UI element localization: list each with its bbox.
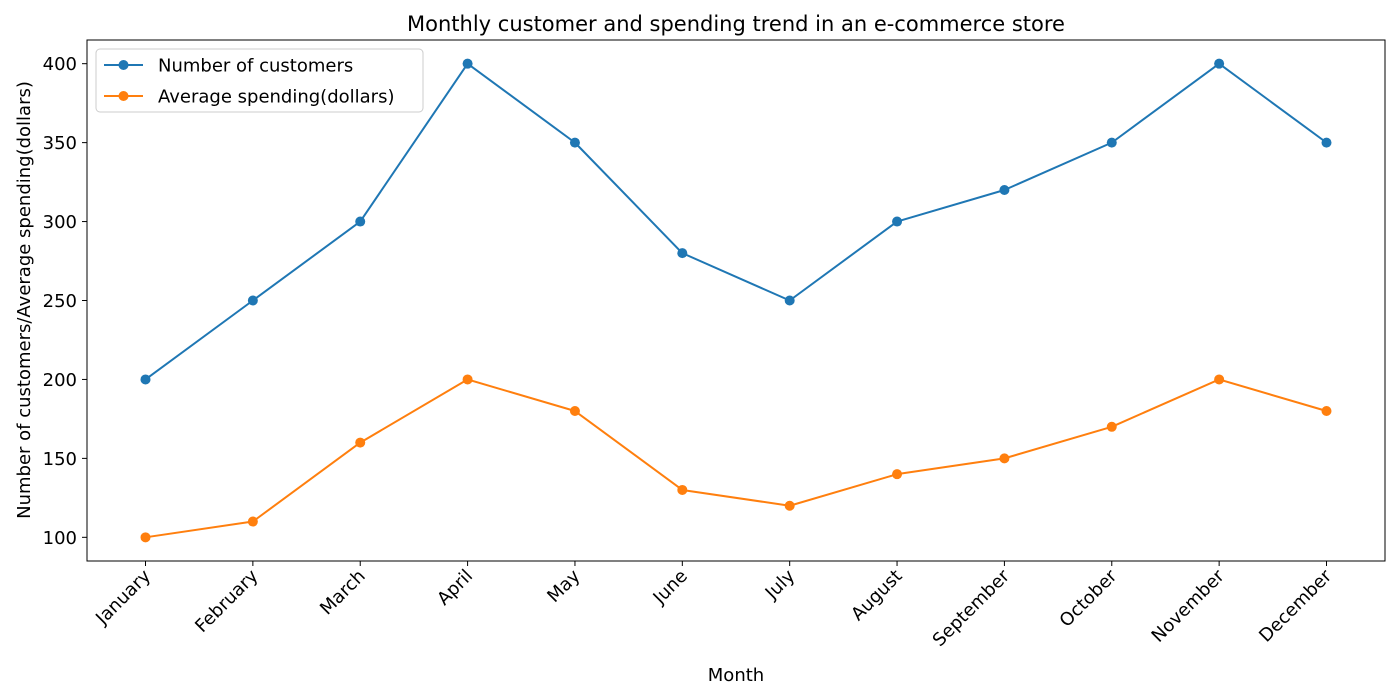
- x-tick-label: September: [929, 565, 1015, 651]
- data-point: [784, 295, 795, 306]
- data-point: [999, 453, 1010, 464]
- series-2: [140, 374, 1332, 543]
- x-tick-label: November: [1148, 565, 1229, 646]
- series-1: [140, 58, 1332, 385]
- legend-box: [95, 48, 424, 113]
- data-point: [247, 295, 258, 306]
- data-point: [355, 216, 366, 227]
- series-1-line: [144, 62, 1328, 381]
- legend: Number of customers Average spending(doll…: [95, 48, 424, 113]
- x-tick-label: December: [1255, 565, 1336, 646]
- data-point: [1214, 58, 1225, 69]
- axes: 100 150 200 250 300 350 400 January February Marc…: [43, 39, 1386, 651]
- x-tick-label: July: [761, 565, 800, 604]
- x-tick-label: March: [316, 566, 370, 620]
- legend-marker: [118, 60, 129, 70]
- data-point: [569, 406, 580, 417]
- data-point: [1321, 406, 1332, 417]
- data-point: [892, 469, 903, 480]
- y-tick-label: 400: [43, 54, 77, 75]
- data-point: [1106, 421, 1117, 432]
- y-tick-label: 300: [43, 212, 77, 233]
- data-point: [677, 484, 688, 495]
- x-tick-label: May: [543, 565, 584, 606]
- legend-item: Average spending(dollars): [104, 87, 394, 108]
- y-tick-label: 100: [43, 528, 77, 549]
- data-point: [1321, 137, 1332, 148]
- y-tick-label: 350: [43, 133, 77, 154]
- x-tick-label: June: [649, 566, 692, 609]
- data-point: [462, 374, 473, 385]
- x-tick-label: August: [847, 566, 906, 625]
- data-point: [999, 184, 1010, 195]
- data-point: [784, 500, 795, 511]
- plot-area: [140, 58, 1332, 543]
- data-point: [1106, 137, 1117, 148]
- legend-item: Number of customers: [104, 56, 353, 77]
- data-point: [677, 248, 688, 259]
- data-point: [462, 58, 473, 69]
- axes-frame: [86, 39, 1386, 562]
- x-axis-title: Month: [708, 665, 764, 686]
- data-point: [355, 437, 366, 448]
- y-tick-label: 250: [43, 291, 77, 312]
- y-tick-label: 200: [43, 370, 77, 391]
- y-axis-title: Number of customers/Average spending(dol…: [14, 81, 35, 519]
- series-2-line: [145, 378, 1327, 539]
- legend-label: Number of customers: [158, 56, 353, 77]
- x-tick-label: February: [191, 565, 262, 636]
- data-point: [247, 516, 258, 527]
- x-tick-label: October: [1056, 565, 1122, 631]
- y-tick-label: 150: [43, 449, 77, 470]
- chart-title: Monthly customer and spending trend in a…: [407, 12, 1065, 36]
- data-point: [569, 137, 580, 148]
- legend-marker: [118, 91, 129, 101]
- legend-label: Average spending(dollars): [158, 87, 394, 108]
- data-point: [892, 216, 903, 227]
- x-tick-label: April: [433, 566, 477, 610]
- data-point: [1214, 374, 1225, 385]
- x-tick-label: January: [91, 565, 155, 629]
- data-point: [140, 374, 151, 385]
- data-point: [140, 532, 151, 543]
